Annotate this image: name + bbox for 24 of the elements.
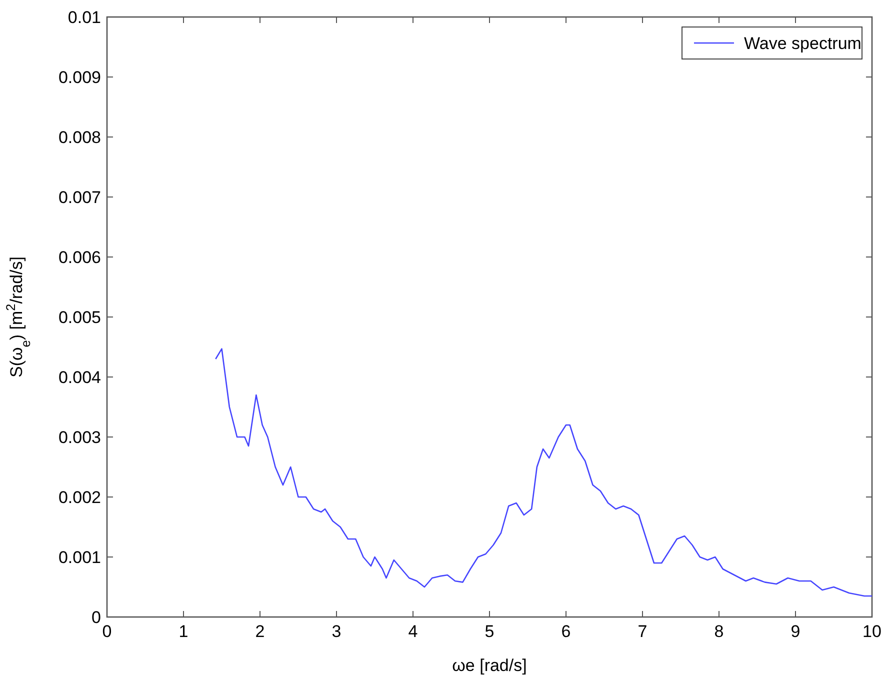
y-tick-label: 0.005 (58, 308, 101, 327)
y-tick-label: 0.004 (58, 368, 101, 387)
x-tick-label: 1 (178, 622, 188, 641)
y-tick-label: 0 (92, 608, 101, 627)
x-tick-label: 4 (408, 622, 418, 641)
x-tick-label: 6 (561, 622, 571, 641)
y-tick-label: 0.007 (58, 188, 101, 207)
x-tick-label: 3 (332, 622, 342, 641)
y-tick-label: 0.001 (58, 548, 101, 567)
x-tick-label: 2 (255, 622, 265, 641)
y-tick-label: 0.003 (58, 428, 101, 447)
x-tick-label: 5 (484, 622, 494, 641)
x-tick-label: 7 (638, 622, 648, 641)
y-tick-label: 0.009 (58, 68, 101, 87)
y-tick-label: 0.002 (58, 488, 101, 507)
y-tick-label: 0.008 (58, 128, 101, 147)
y-tick-label: 0.01 (68, 8, 101, 27)
x-tick-label: 10 (862, 622, 882, 641)
line-series (214, 348, 873, 597)
x-axis-title: ωe [rad/s] (452, 656, 527, 675)
legend-label: Wave spectrum (744, 34, 862, 53)
y-tick-label: 0.006 (58, 248, 101, 267)
x-tick-label: 9 (790, 622, 800, 641)
x-tick-label: 8 (714, 622, 724, 641)
